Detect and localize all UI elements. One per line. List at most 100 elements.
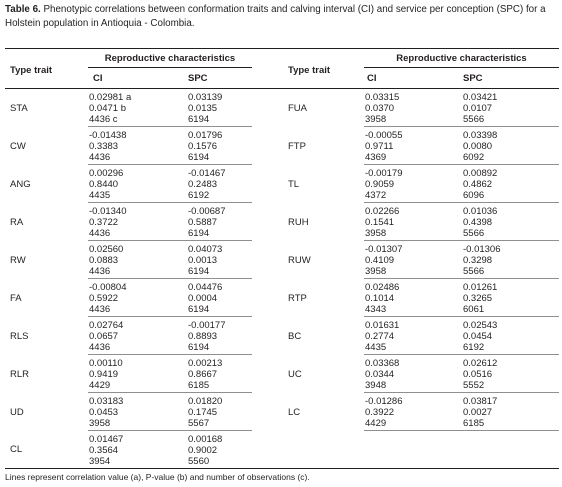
correlation-value: 0.01036 xyxy=(463,206,498,217)
correlation-value: 0.03398 xyxy=(463,130,498,141)
correlation-value: 0.03368 xyxy=(365,358,400,369)
p-value: 0.5922 xyxy=(89,293,119,304)
p-value: 0.4862 xyxy=(463,179,493,190)
spc-cell: 0.01036 0.4398 5566 xyxy=(462,203,559,241)
p-value: 0.0453 xyxy=(89,407,119,418)
correlation-value: -0.01307 xyxy=(365,244,403,255)
p-value: 0.1014 xyxy=(365,293,395,304)
ci-cell: -0.00804 0.5922 4436 xyxy=(88,279,186,317)
observations-count: 3958 xyxy=(365,114,387,125)
p-value: 0.9711 xyxy=(365,141,394,152)
table-row: RLR 0.00110 0.9419 4429 0.00213 0.8667 6… xyxy=(5,355,559,393)
p-value: 0.0657 xyxy=(89,331,119,342)
trait-label: ANG xyxy=(10,178,31,190)
correlation-value: -0.00687 xyxy=(188,206,226,217)
observations-count: 6192 xyxy=(463,342,485,353)
ci-cell: 0.01631 0.2774 4435 xyxy=(364,317,462,355)
ci-cell: 0.03368 0.0344 3948 xyxy=(364,355,462,393)
trait-label: RW xyxy=(10,254,26,266)
table-footnote: Lines represent correlation value (a), P… xyxy=(5,472,310,482)
p-value: 0.3298 xyxy=(463,255,493,266)
p-value: 0.0370 xyxy=(365,103,395,114)
ci-cell: 0.03183 0.0453 3958 xyxy=(88,393,186,431)
observations-count: 4436 xyxy=(89,304,111,315)
correlation-value: 0.03183 xyxy=(89,396,124,407)
table-caption: Phenotypic correlations between conforma… xyxy=(5,4,546,29)
observations-count: 6096 xyxy=(463,190,485,201)
p-value: 0.3564 xyxy=(89,445,119,456)
observations-count: 4429 xyxy=(89,380,111,391)
table-header: Type trait Reproductive characteristics … xyxy=(5,49,559,89)
ci-header: CI xyxy=(367,73,377,84)
observations-count: 6194 xyxy=(188,304,210,315)
correlation-value: 0.04476 xyxy=(188,282,223,293)
ci-cell: -0.01307 0.4109 3958 xyxy=(364,241,462,279)
p-value: 0.2774 xyxy=(365,331,395,342)
correlation-value: 0.01261 xyxy=(463,282,498,293)
p-value: 0.0004 xyxy=(188,293,218,304)
correlation-value: -0.00179 xyxy=(365,168,403,179)
p-value: 0.1541 xyxy=(365,217,395,228)
p-value: 0.1745 xyxy=(188,407,218,418)
ci-cell: 0.02486 0.1014 4343 xyxy=(364,279,462,317)
correlation-table: Type trait Reproductive characteristics … xyxy=(5,48,559,469)
ci-cell: -0.01340 0.3722 4436 xyxy=(88,203,186,241)
spc-cell: 0.03139 0.0135 6194 xyxy=(186,89,252,127)
observations-count: 6061 xyxy=(463,304,485,315)
spc-cell: 0.02543 0.0454 6192 xyxy=(462,317,559,355)
correlation-value: 0.02486 xyxy=(365,282,400,293)
trait-label: FTP xyxy=(288,140,306,152)
correlation-value: 0.00213 xyxy=(188,358,223,369)
correlation-value: 0.02543 xyxy=(463,320,498,331)
trait-label: BC xyxy=(288,330,302,342)
observations-count: 4372 xyxy=(365,190,387,201)
spc-cell: 0.00892 0.4862 6096 xyxy=(462,165,559,203)
type-trait-header: Type trait xyxy=(10,65,53,76)
observations-count: 6194 xyxy=(188,152,210,163)
spc-cell: -0.00177 0.8893 6194 xyxy=(186,317,252,355)
observations-count: 6192 xyxy=(188,190,210,201)
correlation-value: 0.00892 xyxy=(463,168,498,179)
observations-count: 5552 xyxy=(463,380,485,391)
spc-cell: 0.04073 0.0013 6194 xyxy=(186,241,252,279)
trait-label: RA xyxy=(10,216,24,228)
spc-cell: -0.01306 0.3298 5566 xyxy=(462,241,559,279)
p-value: 0.0516 xyxy=(463,369,493,380)
observations-count: 4435 xyxy=(365,342,387,353)
trait-label: UC xyxy=(288,368,302,380)
empty-cell xyxy=(252,431,364,469)
trait-label: RUW xyxy=(288,254,311,266)
observations-count: 4436 xyxy=(89,342,111,353)
table-row: STA 0.02981 a 0.0471 b 4436 c 0.03139 0.… xyxy=(5,89,559,127)
table-title: Table 6. Phenotypic correlations between… xyxy=(5,3,560,31)
table-row: RW 0.02560 0.0883 4436 0.04073 0.0013 61… xyxy=(5,241,559,279)
ci-cell: 0.02266 0.1541 3958 xyxy=(364,203,462,241)
observations-count: 6194 xyxy=(188,228,210,239)
p-value: 0.1576 xyxy=(188,141,218,152)
empty-cell xyxy=(462,431,559,469)
observations-count: 3958 xyxy=(365,228,387,239)
observations-count: 5566 xyxy=(463,114,485,125)
p-value: 0.5887 xyxy=(188,217,218,228)
p-value: 0.8893 xyxy=(188,331,218,342)
table-row: FA -0.00804 0.5922 4436 0.04476 0.0004 6… xyxy=(5,279,559,317)
p-value: 0.3265 xyxy=(463,293,493,304)
ci-cell: 0.00110 0.9419 4429 xyxy=(88,355,186,393)
ci-cell: 0.00296 0.8440 4435 xyxy=(88,165,186,203)
p-value: 0.8667 xyxy=(188,369,218,380)
ci-cell: 0.01467 0.3564 3954 xyxy=(88,431,186,469)
p-value: 0.4109 xyxy=(365,255,395,266)
trait-label: TL xyxy=(288,178,300,190)
p-value: 0.0013 xyxy=(188,255,218,266)
observations-count: 6185 xyxy=(188,380,210,391)
correlation-value: 0.01467 xyxy=(89,434,124,445)
table-row: UD 0.03183 0.0453 3958 0.01820 0.1745 55… xyxy=(5,393,559,431)
correlation-value: 0.01796 xyxy=(188,130,223,141)
spc-cell: 0.01261 0.3265 6061 xyxy=(462,279,559,317)
p-value: 0.0344 xyxy=(365,369,395,380)
observations-count: 6092 xyxy=(463,152,485,163)
trait-label: CW xyxy=(10,140,26,152)
observations-count: 4436 xyxy=(89,228,111,239)
spc-header: SPC xyxy=(463,73,483,84)
observations-count: 3958 xyxy=(365,266,387,277)
